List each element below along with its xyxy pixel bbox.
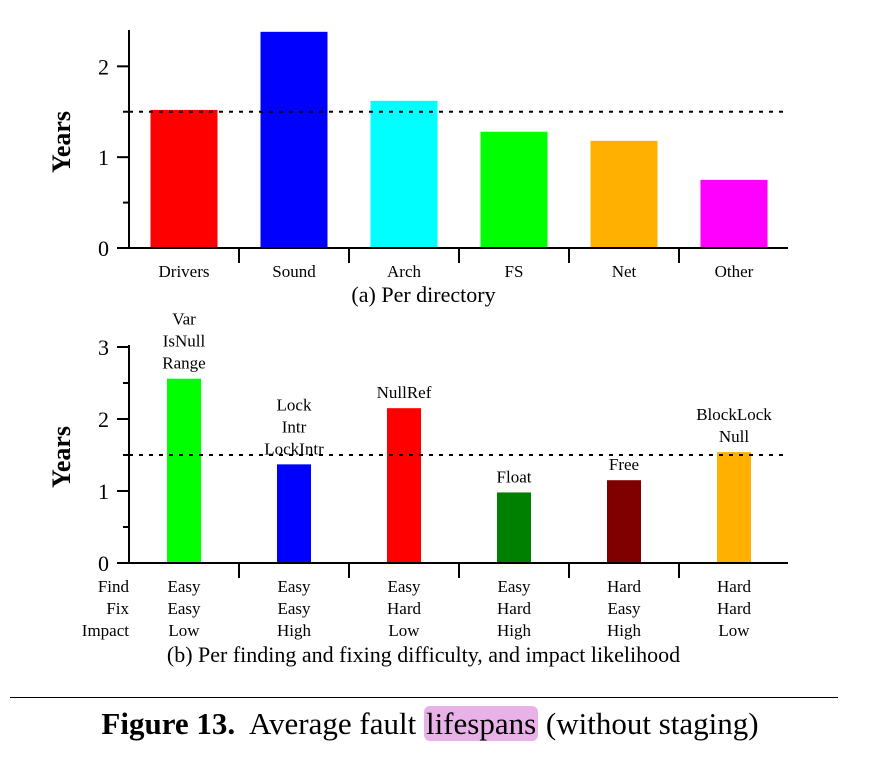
y-axis-label: Years	[47, 426, 76, 488]
bar-annotation: Var	[172, 310, 196, 329]
x-tick-label: Hard	[387, 599, 421, 618]
x-tick-label: Easy	[387, 577, 421, 596]
bar-annotation: BlockLock	[696, 405, 772, 424]
y-tick-label: 2	[98, 54, 109, 79]
bar	[607, 480, 641, 563]
x-tick-label: Other	[715, 262, 754, 281]
bar	[717, 452, 751, 563]
x-tick-label: Easy	[277, 577, 311, 596]
x-tick-label: Hard	[497, 599, 531, 618]
x-tick-label: High	[277, 621, 312, 640]
caption-text-after: (without staging)	[538, 706, 759, 741]
bar-annotation: LockIntr	[264, 439, 324, 458]
figure-caption: Figure 13. Average fault lifespans (with…	[0, 706, 860, 742]
x-tick-label: FS	[505, 262, 524, 281]
x-tick-label: Easy	[167, 599, 201, 618]
row-label: Impact	[82, 621, 129, 640]
figure-label: Figure 13.	[101, 706, 236, 741]
bar	[260, 31, 328, 248]
x-tick-label: Net	[612, 262, 637, 281]
bar-annotation: Float	[497, 467, 532, 486]
y-tick-label: 2	[98, 407, 109, 432]
bar	[480, 131, 548, 248]
x-tick-label: Sound	[272, 262, 316, 281]
bar-annotation: Intr	[282, 417, 307, 436]
bar-annotation: Free	[609, 455, 639, 474]
row-label: Fix	[106, 599, 129, 618]
x-tick-label: Drivers	[159, 262, 210, 281]
chart-panel-b: 0 1 2 3 Years Easy Easy Low Easy Easy High Easy Hard…	[47, 310, 788, 667]
x-tick-label: Low	[168, 621, 200, 640]
x-tick-label: Arch	[387, 262, 421, 281]
bar-annotation: Lock	[277, 395, 312, 414]
bar	[370, 100, 438, 248]
bar	[497, 492, 531, 563]
y-tick-label: 0	[98, 236, 109, 261]
bar	[590, 140, 658, 248]
x-tick-label: Low	[718, 621, 750, 640]
x-tick-label: Hard	[607, 577, 641, 596]
bar-annotation: NullRef	[377, 383, 432, 402]
chart-panel-a: 0 1 2 Years Drivers Sound Arch FS Net Other (a) Pe…	[47, 30, 788, 307]
row-label: Find	[98, 577, 130, 596]
subcaption: (a) Per directory	[351, 282, 495, 307]
y-tick-label: 1	[98, 479, 109, 504]
bar-annotation: IsNull	[163, 332, 206, 351]
y-axis-label: Years	[47, 111, 76, 173]
y-tick-label: 3	[98, 335, 109, 360]
caption-text-before: Average fault	[248, 706, 424, 741]
x-tick-label: Easy	[607, 599, 641, 618]
x-tick-label: High	[607, 621, 642, 640]
x-tick-label: High	[497, 621, 532, 640]
subcaption: (b) Per finding and fixing difficulty, a…	[167, 642, 680, 667]
x-tick-label: Hard	[717, 577, 751, 596]
bar	[387, 408, 421, 563]
bar	[277, 464, 311, 563]
bar	[700, 179, 768, 248]
caption-highlight: lifespans	[423, 706, 539, 741]
x-tick-label: Easy	[497, 577, 531, 596]
bar-annotation: Null	[719, 427, 750, 446]
x-tick-label: Low	[388, 621, 420, 640]
bar	[150, 109, 218, 248]
bar-annotation: Range	[162, 354, 205, 373]
caption-rule	[10, 697, 838, 698]
y-tick-label: 0	[98, 551, 109, 576]
x-tick-label: Hard	[717, 599, 751, 618]
x-tick-label: Easy	[277, 599, 311, 618]
y-tick-label: 1	[98, 145, 109, 170]
x-tick-label: Easy	[167, 577, 201, 596]
bar	[167, 378, 201, 563]
